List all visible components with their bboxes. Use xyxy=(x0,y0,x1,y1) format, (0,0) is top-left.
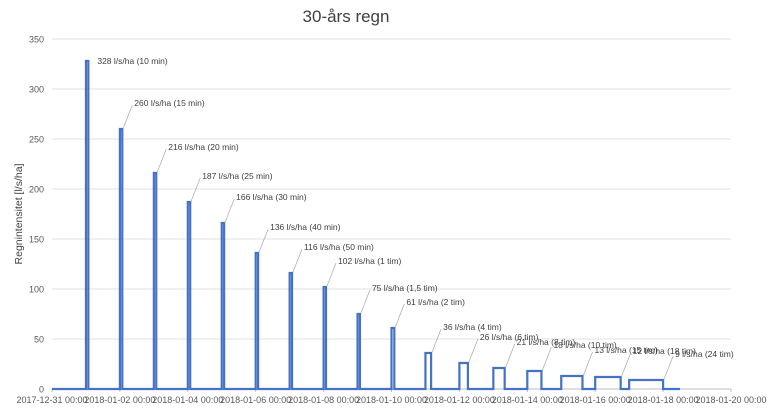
data-label: 9 l/s/ha (24 tim) xyxy=(675,349,734,359)
data-label: 260 l/s/ha (15 min) xyxy=(134,98,205,108)
data-label: 18 l/s/ha (10 tim) xyxy=(553,340,616,350)
y-tick-label: 150 xyxy=(29,235,44,245)
data-label: 36 l/s/ha (4 tim) xyxy=(443,322,502,332)
leader-line xyxy=(360,289,371,314)
leader-line xyxy=(505,343,516,368)
x-tick-label: 2018-01-06 00:00 xyxy=(220,395,291,405)
leader-line xyxy=(663,355,674,380)
leader-line xyxy=(224,198,235,223)
data-label: 216 l/s/ha (20 min) xyxy=(168,142,239,152)
data-label: 187 l/s/ha (25 min) xyxy=(202,171,273,181)
y-tick-label: 50 xyxy=(34,335,44,345)
leader-line xyxy=(156,148,167,173)
y-tick-label: 250 xyxy=(29,135,44,145)
data-label: 116 l/s/ha (50 min) xyxy=(304,242,374,252)
x-tick-label: 2018-01-14 00:00 xyxy=(492,395,563,405)
y-tick-label: 0 xyxy=(39,385,44,395)
leader-line xyxy=(258,228,269,253)
data-label: 75 l/s/ha (1,5 tim) xyxy=(372,283,438,293)
leader-line xyxy=(542,346,552,371)
x-tick-label: 2018-01-16 00:00 xyxy=(560,395,631,405)
data-label: 12 l/s/ha (18 tim) xyxy=(633,346,696,356)
data-label: 166 l/s/ha (30 min) xyxy=(236,192,307,202)
x-tick-label: 2018-01-10 00:00 xyxy=(356,395,427,405)
leader-line xyxy=(583,351,593,376)
data-label: 21 l/s/ha (8 tim) xyxy=(517,337,576,347)
leader-line xyxy=(468,338,479,363)
leader-line xyxy=(621,352,632,377)
leader-line xyxy=(122,104,133,129)
annotations: 328 l/s/ha (10 min) 260 l/s/ha (15 min) 21… xyxy=(97,56,734,380)
y-tick-label: 200 xyxy=(29,185,44,195)
x-tick-label: 2018-01-18 00:00 xyxy=(628,395,699,405)
gridlines xyxy=(52,38,731,390)
series-group xyxy=(52,59,681,391)
x-tick-label: 2017-12-31 00:00 xyxy=(16,395,87,405)
data-label: 328 l/s/ha (10 min) xyxy=(97,56,168,66)
data-label: 13 l/s/ha (15 tim) xyxy=(594,345,657,355)
leader-line xyxy=(431,328,442,353)
leader-line xyxy=(326,262,337,287)
y-tick-label: 100 xyxy=(29,285,44,295)
y-axis-label: Regnintensitet [l/s/ha] xyxy=(13,163,25,264)
y-tick-label: 300 xyxy=(29,85,44,95)
data-label: 102 l/s/ha (1 tim) xyxy=(338,256,401,266)
x-tick-label: 2018-01-20 00:00 xyxy=(695,395,766,405)
chart-title: 30-års regn xyxy=(303,7,390,26)
x-tick-label: 2018-01-08 00:00 xyxy=(288,395,359,405)
data-label: 26 l/s/ha (6 tim) xyxy=(480,332,539,342)
leader-line xyxy=(292,248,303,273)
x-tick-label: 2018-01-12 00:00 xyxy=(424,395,495,405)
data-label: 136 l/s/ha (40 min) xyxy=(270,222,341,232)
data-label: 61 l/s/ha (2 tim) xyxy=(406,297,465,307)
x-tick-label: 2018-01-02 00:00 xyxy=(84,395,155,405)
leader-line xyxy=(394,303,405,328)
y-tick-labels: 0 50 100 150 200 250 300 350 xyxy=(29,35,44,395)
series-line xyxy=(52,59,681,391)
leader-line xyxy=(190,177,201,202)
y-tick-label: 350 xyxy=(29,35,44,45)
x-tick-label: 2018-01-04 00:00 xyxy=(152,395,223,405)
